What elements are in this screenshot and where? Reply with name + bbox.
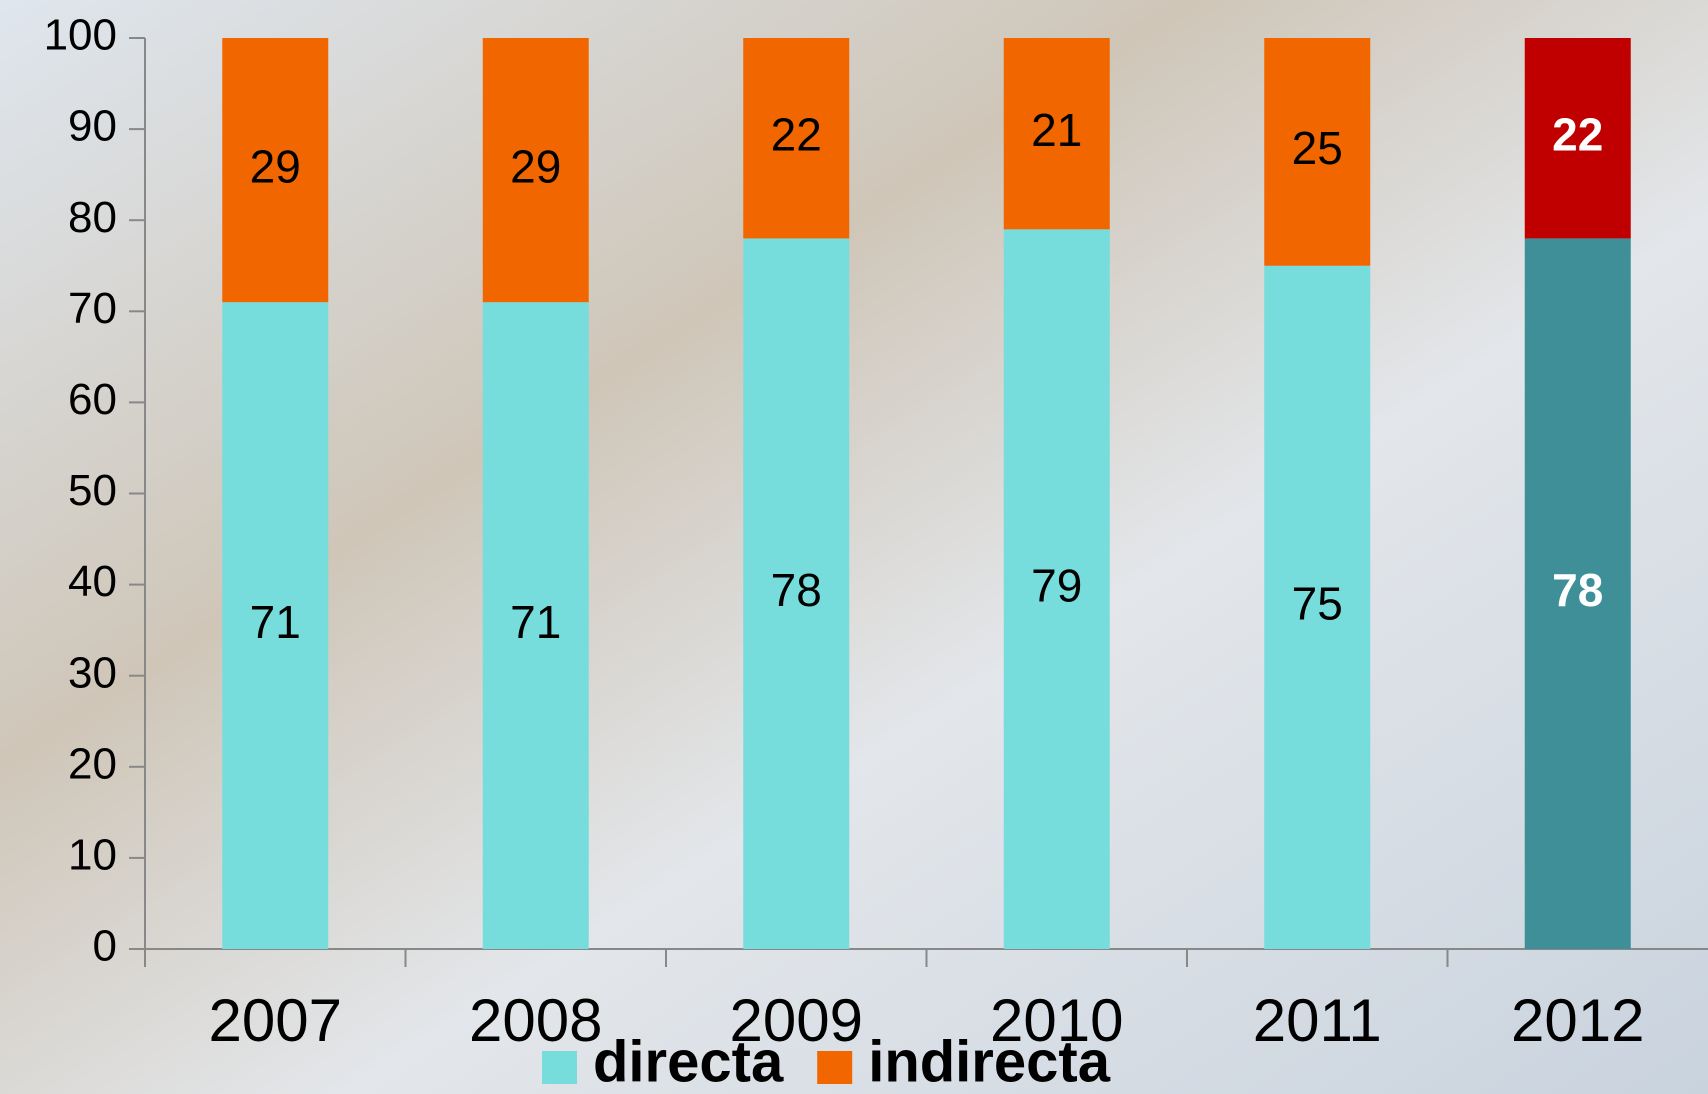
- data-label: 71: [250, 596, 301, 648]
- y-tick-label: 30: [68, 648, 117, 697]
- y-tick-label: 20: [68, 739, 117, 788]
- y-tick-label: 80: [68, 193, 117, 242]
- y-tick-label: 40: [68, 557, 117, 606]
- bar-segment: [743, 38, 850, 239]
- x-tick-label: 2009: [730, 987, 863, 1054]
- bar-segment: [1003, 38, 1110, 230]
- legend-label: directa: [593, 1029, 784, 1094]
- y-tick-label: 10: [68, 831, 117, 880]
- data-label: 75: [1292, 578, 1343, 630]
- bar-segment: [482, 38, 589, 303]
- x-tick-label: 2012: [1511, 987, 1644, 1054]
- data-label: 78: [1552, 564, 1603, 616]
- data-label: 79: [1031, 559, 1082, 611]
- bar-segment: [222, 302, 329, 949]
- bar-segment: [743, 238, 850, 950]
- legend-swatch: [542, 1051, 577, 1084]
- y-tick-label: 50: [68, 466, 117, 515]
- legend-swatch: [817, 1051, 853, 1084]
- y-tick-label: 90: [68, 102, 117, 151]
- bar-segment: [1003, 229, 1110, 949]
- data-label: 29: [510, 140, 561, 192]
- data-label: 78: [771, 564, 822, 616]
- x-tick-label: 2008: [469, 987, 602, 1054]
- y-tick-label: 60: [68, 375, 117, 424]
- y-tick-label: 100: [44, 11, 117, 60]
- bar-segment: [222, 38, 329, 303]
- x-tick-label: 2010: [990, 987, 1123, 1054]
- x-tick-label: 2011: [1253, 987, 1382, 1054]
- bar-segment: [1264, 265, 1371, 949]
- data-label: 21: [1031, 104, 1082, 156]
- data-label: 22: [1552, 108, 1603, 160]
- bar-segment: [482, 302, 589, 949]
- data-label: 25: [1292, 122, 1343, 174]
- x-tick-label: 2007: [209, 987, 342, 1054]
- bar-segment: [1524, 238, 1631, 950]
- bar-segment: [1264, 38, 1371, 266]
- data-label: 22: [771, 108, 822, 160]
- y-tick-label: 70: [68, 284, 117, 333]
- bar-segment: [1524, 38, 1631, 239]
- legend-label: indirecta: [868, 1029, 1110, 1094]
- data-label: 29: [250, 140, 301, 192]
- data-label: 71: [510, 596, 561, 648]
- y-tick-label: 0: [93, 922, 117, 971]
